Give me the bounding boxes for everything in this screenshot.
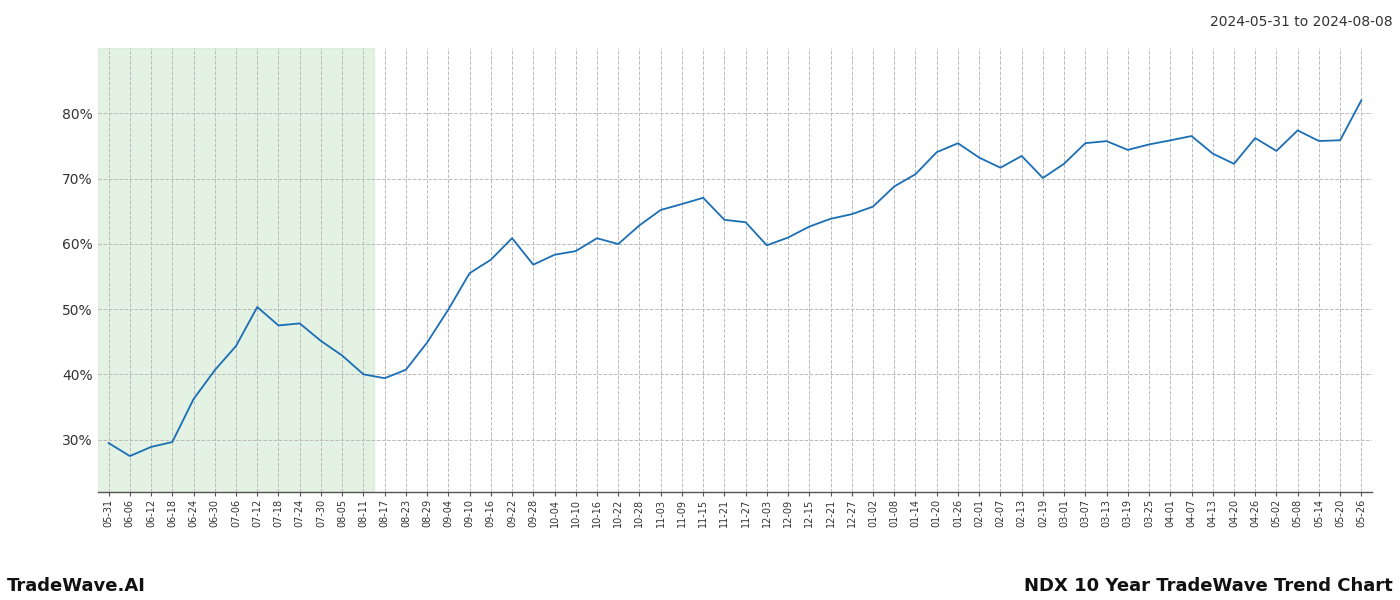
Bar — [98, 48, 374, 492]
Text: NDX 10 Year TradeWave Trend Chart: NDX 10 Year TradeWave Trend Chart — [1025, 577, 1393, 595]
Text: TradeWave.AI: TradeWave.AI — [7, 577, 146, 595]
Text: 2024-05-31 to 2024-08-08: 2024-05-31 to 2024-08-08 — [1211, 15, 1393, 29]
